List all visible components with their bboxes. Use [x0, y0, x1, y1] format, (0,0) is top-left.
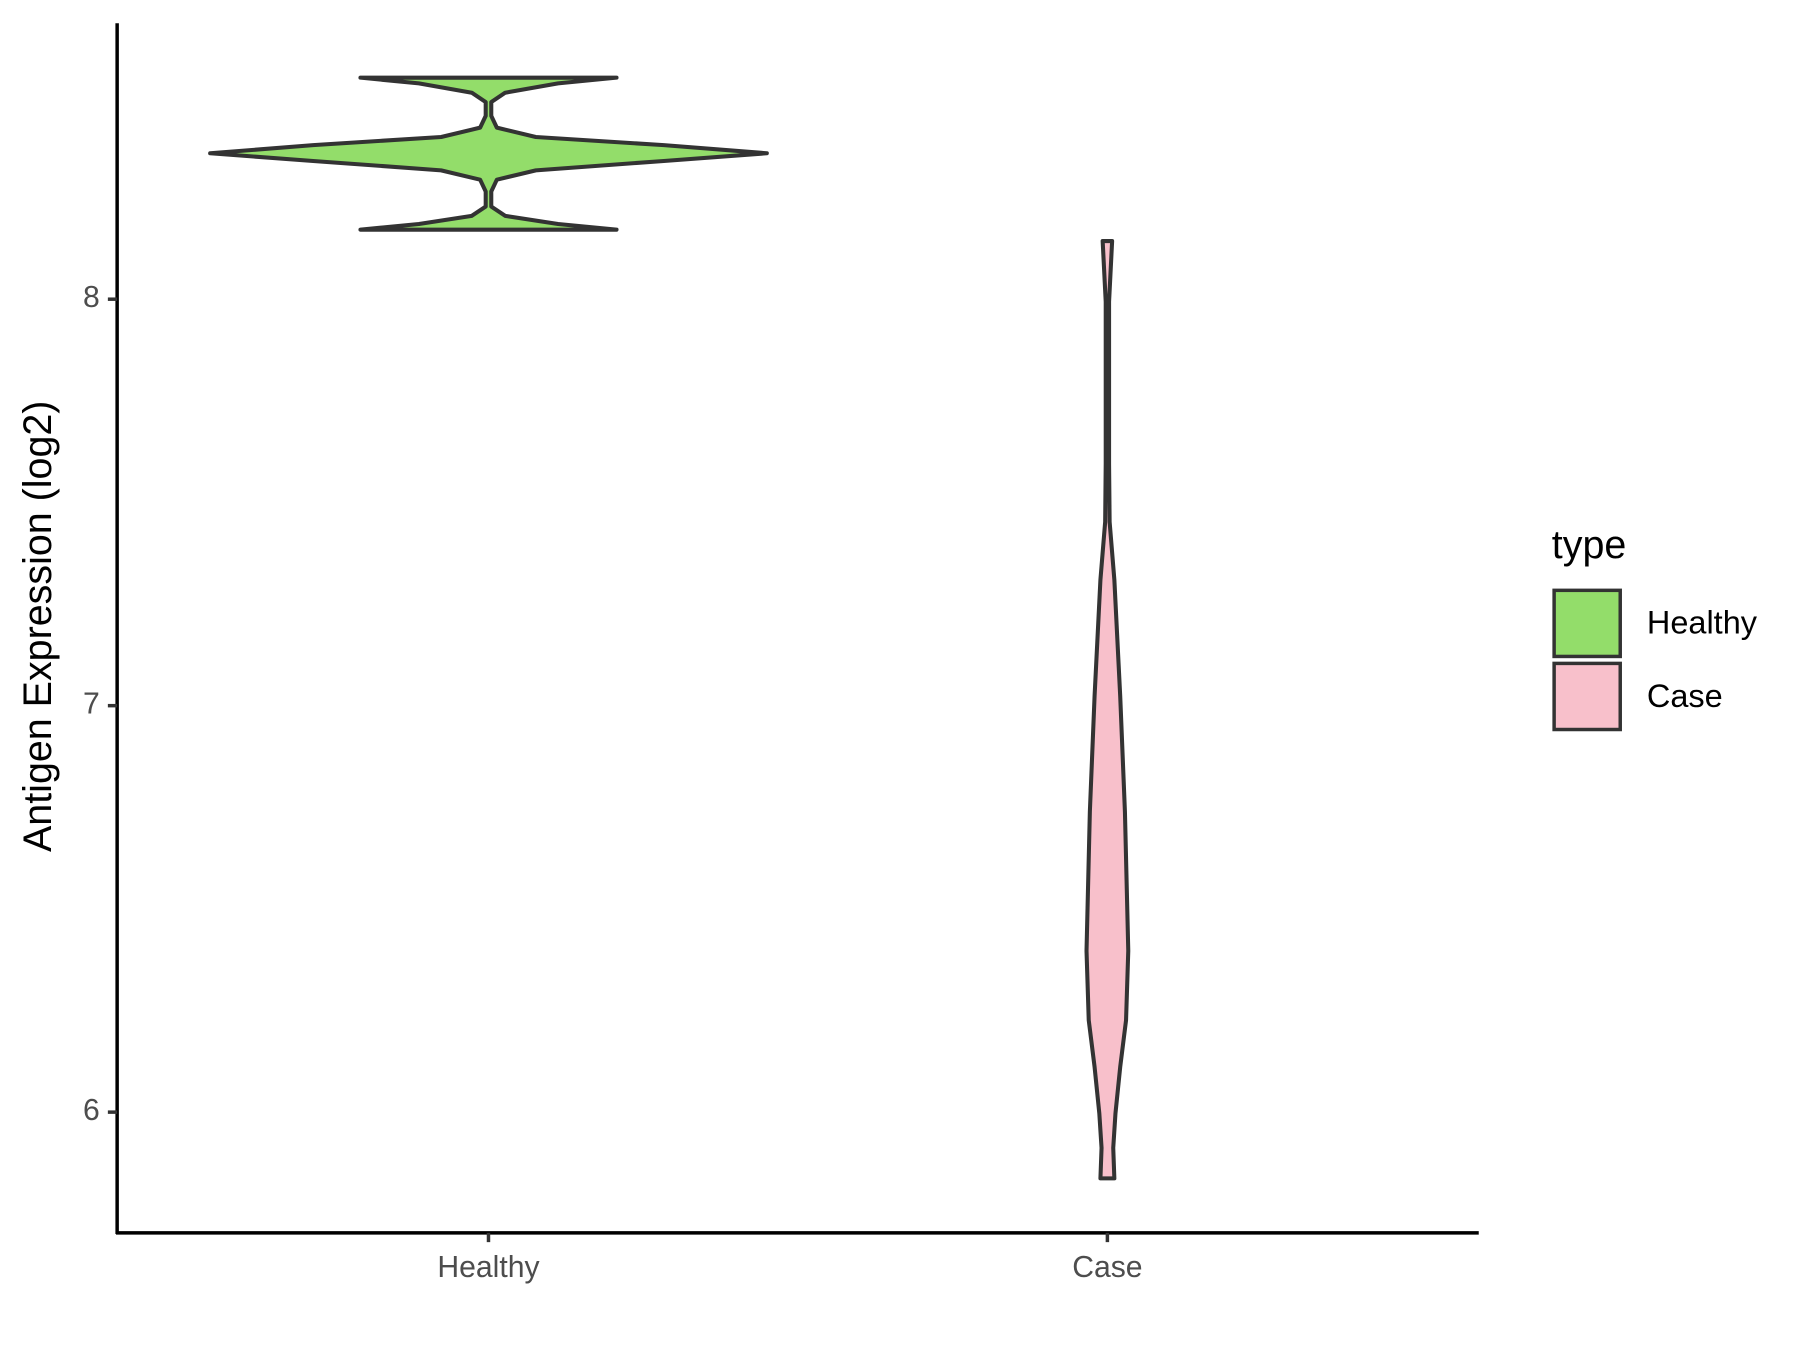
legend-label: Case: [1647, 678, 1723, 714]
y-tick-label: 8: [83, 281, 100, 314]
legend-title: type: [1552, 523, 1627, 567]
legend-key: [1552, 661, 1622, 732]
legend-label: Healthy: [1647, 605, 1758, 641]
y-tick-label: 7: [83, 688, 100, 721]
x-tick-label: Case: [1072, 1251, 1142, 1284]
y-tick-label: 6: [83, 1094, 100, 1127]
violin: [1084, 239, 1131, 1181]
legend-key: [1552, 588, 1622, 659]
violin: [208, 75, 769, 232]
y-axis-label: Antigen Expression (log2): [16, 401, 60, 852]
x-tick-label: Healthy: [437, 1251, 540, 1284]
